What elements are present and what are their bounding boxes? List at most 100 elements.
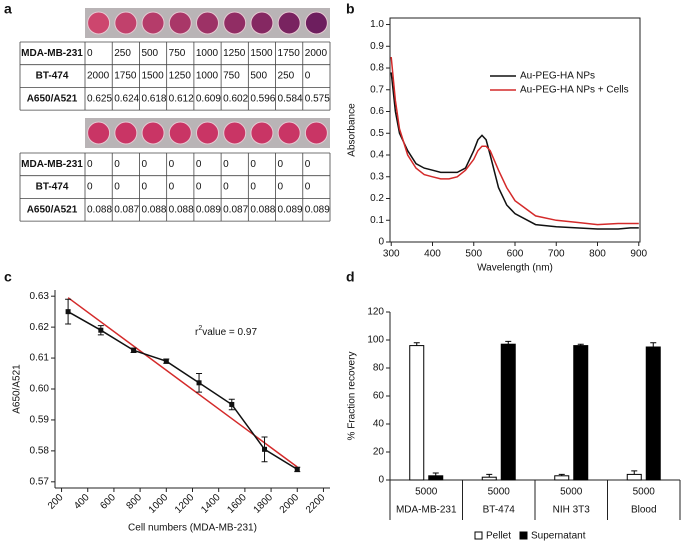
table-cell: 0 bbox=[223, 159, 229, 170]
marker bbox=[65, 309, 71, 315]
y-tick-label: 0.9 bbox=[370, 41, 384, 52]
x-tick-label: 400 bbox=[424, 249, 441, 260]
x-tick-label: 400 bbox=[72, 492, 92, 512]
marker bbox=[262, 446, 268, 452]
x-axis-label: Cell numbers (MDA-MB-231) bbox=[128, 523, 257, 534]
row-header: MDA-MB-231 bbox=[21, 48, 83, 59]
annotation-part: 2 bbox=[198, 325, 202, 332]
x-tick-label: NIH 3T3 bbox=[553, 505, 591, 516]
row-header: MDA-MB-231 bbox=[21, 159, 83, 170]
x-tick-label: 600 bbox=[98, 492, 118, 512]
x-tick-label: 800 bbox=[589, 249, 606, 260]
x-tick-label: 1800 bbox=[252, 492, 276, 516]
table-cell: 1750 bbox=[114, 71, 137, 82]
y-axis-label: A650/A521 bbox=[12, 364, 23, 414]
table-cell: 250 bbox=[278, 71, 295, 82]
error-bar bbox=[558, 473, 565, 476]
error-bar bbox=[631, 470, 638, 475]
table-cell: 0.089 bbox=[278, 204, 303, 215]
table-cell: 1000 bbox=[196, 48, 219, 59]
x-tick-label: 800 bbox=[125, 492, 145, 512]
x-tick-label: 600 bbox=[507, 249, 524, 260]
table-cell: 1250 bbox=[223, 48, 246, 59]
bar bbox=[554, 475, 570, 481]
table-cell: 0 bbox=[169, 182, 175, 193]
x-tick-label: 500 bbox=[465, 249, 482, 260]
well bbox=[277, 11, 301, 35]
y-tick-label: 1.0 bbox=[370, 19, 384, 30]
table-cell: 0.609 bbox=[196, 93, 221, 104]
series-line bbox=[390, 57, 639, 226]
legend-label: Pellet bbox=[486, 531, 511, 542]
bar bbox=[645, 346, 661, 481]
table-cell: 0.596 bbox=[250, 93, 275, 104]
x-tick-label: 900 bbox=[630, 249, 647, 260]
table-cell: 0 bbox=[305, 159, 311, 170]
table-cell: 0 bbox=[250, 182, 256, 193]
table-cell: 750 bbox=[223, 71, 240, 82]
bar bbox=[500, 343, 516, 481]
bar bbox=[428, 475, 444, 481]
marker bbox=[229, 401, 235, 407]
table-cell: 250 bbox=[114, 48, 131, 59]
x-tick-label: 1000 bbox=[147, 492, 171, 516]
y-tick-label: 60 bbox=[373, 391, 385, 402]
table-cell: 0.088 bbox=[169, 204, 194, 215]
error-bar bbox=[432, 472, 439, 476]
table-cell: 0.088 bbox=[87, 204, 112, 215]
table-cell: 0 bbox=[87, 182, 93, 193]
marker bbox=[98, 327, 104, 333]
table-cell: 0.618 bbox=[141, 93, 166, 104]
x-tick-label: Blood bbox=[631, 505, 657, 516]
table-cell: 0 bbox=[196, 159, 202, 170]
well bbox=[277, 121, 301, 145]
series-line bbox=[67, 297, 298, 468]
x-tick-label: 1600 bbox=[225, 492, 249, 516]
y-tick-label: 120 bbox=[367, 307, 384, 318]
x-tick-label: 2000 bbox=[278, 492, 302, 516]
y-axis-label: Absorbance bbox=[347, 103, 358, 157]
legend-swatch bbox=[519, 531, 528, 540]
annotation-part: value = 0.97 bbox=[202, 327, 257, 338]
error-bar bbox=[413, 342, 420, 346]
table-cell: 0.087 bbox=[114, 204, 139, 215]
y-tick-label: 40 bbox=[373, 419, 385, 430]
table-cell: 0 bbox=[223, 182, 229, 193]
row-header: BT-474 bbox=[36, 71, 69, 82]
y-tick-label: 0.4 bbox=[370, 150, 384, 161]
well bbox=[223, 11, 247, 35]
y-tick-label: 0.5 bbox=[370, 128, 384, 139]
x-tick-label: 300 bbox=[383, 249, 400, 260]
y-tick-label: 0.60 bbox=[30, 384, 50, 395]
well bbox=[141, 121, 165, 145]
annotation: r2value = 0.97 bbox=[195, 325, 257, 337]
x-tick-label: 1400 bbox=[199, 492, 223, 516]
error-bar bbox=[650, 342, 657, 347]
table-cell: 0.625 bbox=[87, 93, 112, 104]
x-tick-label: 1200 bbox=[173, 492, 197, 516]
table-cell: 0.088 bbox=[250, 204, 275, 215]
y-tick-label: 0.61 bbox=[30, 353, 50, 364]
table-cell: 0 bbox=[278, 159, 284, 170]
legend-label: Supernatant bbox=[531, 531, 586, 542]
row-header: A650/A521 bbox=[27, 93, 78, 104]
bar bbox=[481, 476, 497, 481]
series-line bbox=[67, 311, 298, 471]
table-cell: 0 bbox=[87, 159, 93, 170]
table-cell: 0 bbox=[250, 159, 256, 170]
well bbox=[168, 11, 192, 35]
x-tick-label: 700 bbox=[548, 249, 565, 260]
x-sublabel: 5000 bbox=[488, 487, 511, 498]
table-cell: 0 bbox=[169, 159, 175, 170]
y-tick-label: 0.59 bbox=[30, 415, 50, 426]
y-tick-label: 0.6 bbox=[370, 106, 384, 117]
y-tick-label: 0.2 bbox=[370, 193, 384, 204]
well bbox=[196, 11, 219, 35]
x-tick-label: 2200 bbox=[304, 492, 328, 516]
marker bbox=[294, 466, 300, 472]
bar bbox=[626, 473, 642, 481]
table-cell: 0.602 bbox=[223, 93, 248, 104]
y-tick-label: 0.7 bbox=[370, 84, 384, 95]
well bbox=[141, 11, 165, 35]
well bbox=[114, 11, 138, 35]
